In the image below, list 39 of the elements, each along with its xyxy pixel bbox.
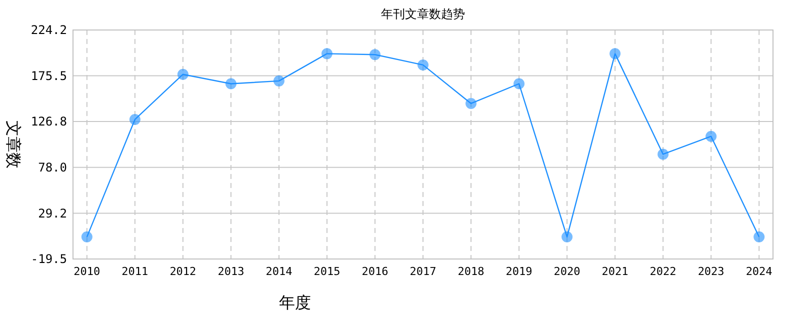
y-tick-label: -19.5 (30, 252, 67, 266)
point (225, 78, 236, 90)
x-tick-label: 2018 (458, 265, 484, 278)
y-tick-label: 224.2 (30, 23, 67, 38)
x-tick-label: 2021 (602, 265, 628, 278)
y-axis-title: 文章数 (4, 120, 23, 168)
point (706, 130, 717, 142)
x-tick-label: 2024 (746, 265, 773, 278)
x-tick-label: 2015 (314, 265, 340, 278)
point (610, 48, 621, 60)
x-tick-label: 2017 (410, 265, 436, 278)
point (466, 98, 477, 109)
x-tick-label: 2020 (554, 265, 580, 278)
y-tick-label: 29.2 (38, 206, 67, 220)
point (658, 148, 669, 160)
point (369, 49, 380, 60)
point (81, 231, 92, 242)
x-tick-label: 2013 (218, 265, 244, 278)
x-tick-label: 2012 (170, 265, 196, 278)
point (418, 59, 428, 70)
point (514, 78, 525, 90)
x-tick-label: 2019 (506, 265, 532, 278)
chart-title: 年刊文章数趋势 (381, 7, 465, 21)
x-tick-label: 2010 (74, 265, 100, 278)
point (129, 114, 140, 125)
y-tick-label: 175.5 (30, 68, 67, 83)
point (562, 231, 573, 242)
x-tick-label: 2023 (698, 265, 724, 278)
x-axis-title: 年度 (279, 293, 311, 312)
point (273, 75, 284, 86)
point (754, 231, 765, 242)
x-tick-label: 2022 (650, 265, 676, 278)
x-tick-label: 2016 (362, 265, 388, 278)
x-tick-label: 2014 (266, 265, 293, 278)
point (177, 68, 188, 80)
y-tick-label: 78.0 (38, 160, 67, 175)
point (321, 48, 332, 60)
y-tick-label: 126.8 (30, 114, 67, 129)
x-tick-label: 2011 (122, 265, 148, 278)
